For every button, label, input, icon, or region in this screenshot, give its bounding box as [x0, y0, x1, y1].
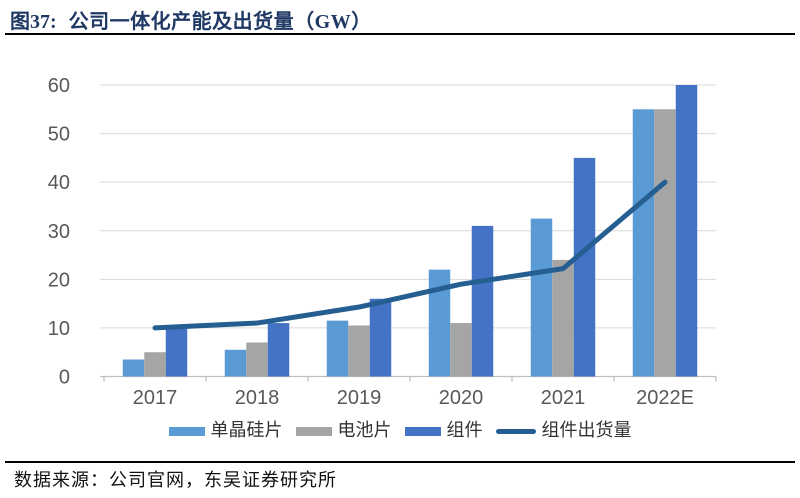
x-axis-label: 2019 — [337, 387, 382, 409]
legend-bar-swatch — [404, 426, 441, 436]
legend-item-mono-wafer: 单晶硅片 — [168, 420, 283, 441]
bar-module-2021 — [573, 157, 596, 377]
x-axis-label: 2021 — [541, 387, 586, 409]
legend-label: 组件出货量 — [541, 420, 632, 441]
legend-bar-swatch — [168, 426, 205, 436]
footer-divider — [5, 461, 795, 463]
y-axis-tick-label: 10 — [48, 318, 70, 340]
bar-mono-wafer-2017 — [122, 359, 145, 377]
x-axis-label: 2017 — [133, 387, 178, 409]
header-divider — [5, 33, 795, 35]
figure-number: 图37: — [10, 11, 57, 33]
y-axis-tick-label: 20 — [48, 269, 70, 291]
bar-module-2022E — [675, 85, 698, 377]
figure-header: 图37: 公司一体化产能及出货量（GW） — [10, 5, 372, 34]
legend-line-swatch — [495, 428, 536, 434]
legend-bar-swatch — [295, 426, 332, 436]
bar-cell-2020 — [450, 323, 472, 377]
legend-label: 电池片 — [337, 420, 392, 441]
bar-module-2018 — [267, 323, 290, 377]
bar-mono-wafer-2018 — [224, 349, 247, 377]
legend-label: 单晶硅片 — [210, 420, 283, 441]
bar-mono-wafer-2022E — [632, 109, 655, 377]
bar-mono-wafer-2019 — [326, 320, 349, 377]
legend-item-module-shipments: 组件出货量 — [495, 420, 632, 441]
x-axis-label: 2022E — [636, 387, 694, 409]
x-axis-label: 2020 — [439, 387, 484, 409]
legend-item-cell: 电池片 — [295, 420, 392, 441]
bar-cell-2019 — [348, 325, 370, 377]
figure-title: 公司一体化产能及出货量（GW） — [68, 11, 372, 33]
chart-legend: 单晶硅片 电池片 组件 组件出货量 — [0, 419, 800, 443]
bar-cell-2017 — [144, 352, 166, 377]
legend-label: 组件 — [446, 420, 483, 441]
y-axis-tick-label: 30 — [48, 221, 70, 243]
legend-item-module: 组件 — [404, 420, 483, 441]
bar-module-2019 — [369, 298, 392, 377]
bar-cell-2021 — [552, 259, 574, 377]
bar-module-2017 — [165, 325, 188, 377]
y-axis-tick-label: 50 — [48, 124, 70, 146]
y-axis-tick-label: 60 — [48, 75, 70, 97]
x-axis-label: 2018 — [235, 387, 280, 409]
bar-cell-2018 — [246, 342, 268, 377]
line-module-shipments — [152, 179, 668, 331]
data-source: 数据来源：公司官网，东吴证券研究所 — [14, 470, 337, 491]
bar-cell-2022E — [654, 109, 676, 377]
bar-module-2020 — [471, 225, 494, 377]
bar-mono-wafer-2020 — [428, 269, 451, 377]
y-axis-tick-label: 40 — [48, 172, 70, 194]
bar-mono-wafer-2021 — [530, 218, 553, 377]
y-axis-tick-label: 0 — [59, 367, 70, 389]
